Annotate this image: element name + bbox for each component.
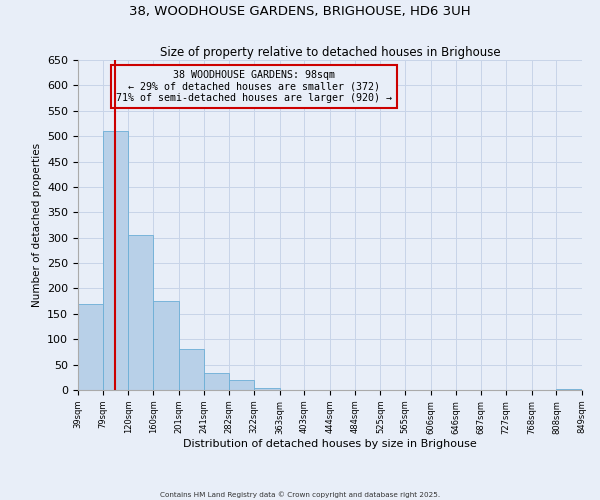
Text: 38, WOODHOUSE GARDENS, BRIGHOUSE, HD6 3UH: 38, WOODHOUSE GARDENS, BRIGHOUSE, HD6 3U… [129,5,471,18]
Bar [78,304,103,390]
Bar [153,301,179,390]
X-axis label: Distribution of detached houses by size in Brighouse: Distribution of detached houses by size … [183,440,477,450]
Y-axis label: Number of detached properties: Number of detached properties [32,143,41,307]
Title: Size of property relative to detached houses in Brighouse: Size of property relative to detached ho… [160,46,500,59]
Bar [103,131,128,390]
Bar [203,373,229,390]
Bar [254,388,280,390]
Text: Contains HM Land Registry data © Crown copyright and database right 2025.: Contains HM Land Registry data © Crown c… [160,492,440,498]
Bar [556,389,582,390]
Bar [229,380,254,390]
Text: 38 WOODHOUSE GARDENS: 98sqm
← 29% of detached houses are smaller (372)
71% of se: 38 WOODHOUSE GARDENS: 98sqm ← 29% of det… [116,70,392,103]
Bar [179,350,203,390]
Bar [128,235,153,390]
